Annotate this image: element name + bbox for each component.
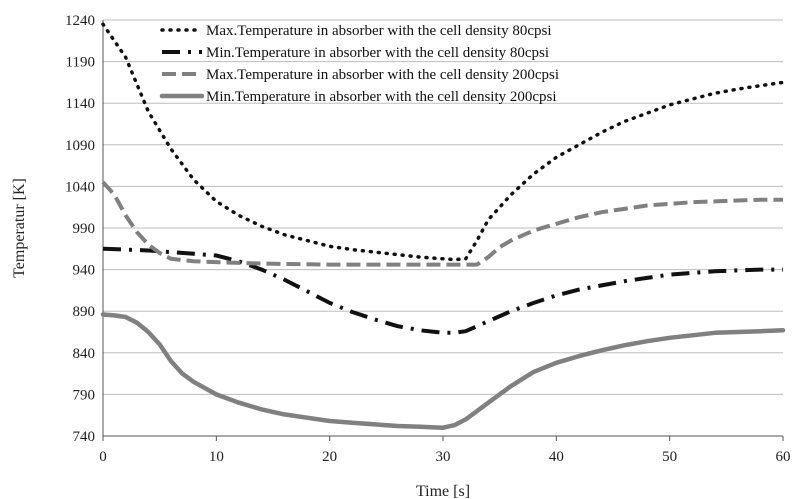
y-axis-title: Temperatur [K] <box>11 178 28 278</box>
data-series <box>100 22 786 430</box>
y-tick-label: 1040 <box>65 179 95 195</box>
y-tick-label: 940 <box>73 263 96 279</box>
x-tick-label: 50 <box>662 449 677 465</box>
x-tick-label: 10 <box>209 449 224 465</box>
y-tick-label: 890 <box>73 304 96 320</box>
series-line-3 <box>101 180 783 267</box>
legend-label-3: Max.Temperature in absorber with the cel… <box>206 67 559 83</box>
x-axis-title: Time [s] <box>416 483 470 499</box>
y-tick-label: 1140 <box>66 96 95 112</box>
x-tick-label: 30 <box>436 449 451 465</box>
y-tick-label: 1240 <box>65 13 95 29</box>
y-tick-label: 990 <box>73 221 96 237</box>
legend-label-4: Min.Temperature in absorber with the cel… <box>206 89 557 105</box>
legend-label-1: Max.Temperature in absorber with the cel… <box>206 23 552 39</box>
y-tick-label: 1090 <box>65 138 95 154</box>
series-line-2 <box>102 246 783 335</box>
y-tick-label: 790 <box>73 387 96 403</box>
legend: Max.Temperature in absorber with the cel… <box>159 23 559 105</box>
x-tick-label: 20 <box>322 449 337 465</box>
y-tick-label: 840 <box>73 346 96 362</box>
series-line-4 <box>100 312 786 430</box>
y-tick-label: 740 <box>73 429 96 445</box>
y-tick-label: 1190 <box>66 55 95 71</box>
series-line-1 <box>101 22 785 262</box>
gridlines <box>103 19 783 395</box>
legend-label-2: Min.Temperature in absorber with the cel… <box>206 45 549 61</box>
axes <box>102 20 784 441</box>
x-tick-label: 0 <box>99 449 107 465</box>
x-tick-label: 40 <box>549 449 564 465</box>
x-tick-label: 60 <box>776 449 791 465</box>
